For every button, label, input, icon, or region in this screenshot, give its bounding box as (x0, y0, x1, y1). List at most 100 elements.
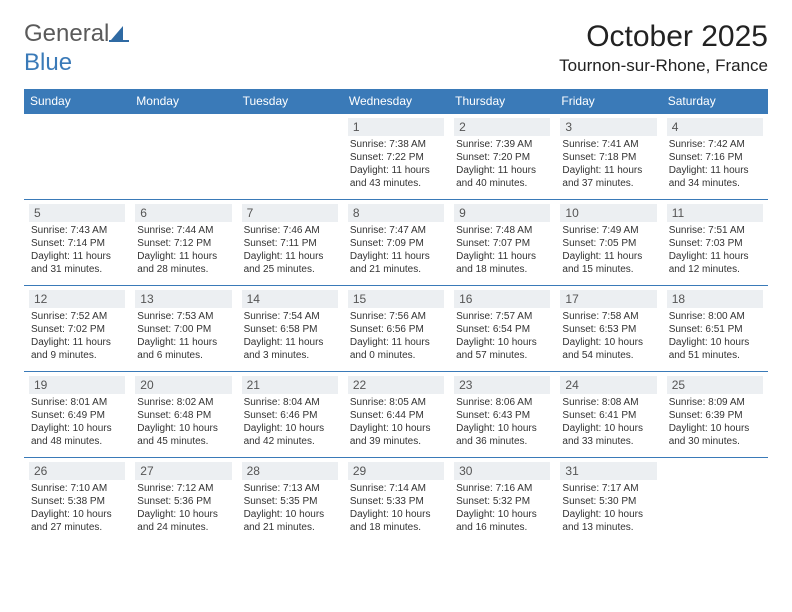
weekday-header: Thursday (449, 89, 555, 114)
day-info: Sunrise: 8:08 AMSunset: 6:41 PMDaylight:… (560, 396, 656, 448)
weekday-header: Tuesday (237, 89, 343, 114)
month-title: October 2025 (559, 20, 768, 54)
day-info: Sunrise: 7:38 AMSunset: 7:22 PMDaylight:… (348, 138, 444, 190)
calendar-row: 1Sunrise: 7:38 AMSunset: 7:22 PMDaylight… (24, 113, 768, 199)
sunrise-text: Sunrise: 7:42 AM (669, 138, 761, 151)
sunset-text: Sunset: 5:32 PM (456, 495, 548, 508)
daylight-text: Daylight: 10 hours and 45 minutes. (137, 422, 229, 448)
calendar-cell: 13Sunrise: 7:53 AMSunset: 7:00 PMDayligh… (130, 285, 236, 371)
day-info: Sunrise: 7:49 AMSunset: 7:05 PMDaylight:… (560, 224, 656, 276)
sunrise-text: Sunrise: 8:00 AM (669, 310, 761, 323)
sunrise-text: Sunrise: 7:52 AM (31, 310, 123, 323)
calendar-cell (130, 113, 236, 199)
calendar-cell: 6Sunrise: 7:44 AMSunset: 7:12 PMDaylight… (130, 199, 236, 285)
sunset-text: Sunset: 7:16 PM (669, 151, 761, 164)
calendar-row: 19Sunrise: 8:01 AMSunset: 6:49 PMDayligh… (24, 371, 768, 457)
sunset-text: Sunset: 6:44 PM (350, 409, 442, 422)
daylight-text: Daylight: 11 hours and 40 minutes. (456, 164, 548, 190)
day-number: 31 (560, 462, 656, 480)
sunrise-text: Sunrise: 7:47 AM (350, 224, 442, 237)
sunset-text: Sunset: 7:14 PM (31, 237, 123, 250)
logo: GeneralBlue (24, 20, 129, 77)
daylight-text: Daylight: 10 hours and 39 minutes. (350, 422, 442, 448)
daylight-text: Daylight: 10 hours and 18 minutes. (350, 508, 442, 534)
day-info: Sunrise: 7:39 AMSunset: 7:20 PMDaylight:… (454, 138, 550, 190)
calendar-row: 12Sunrise: 7:52 AMSunset: 7:02 PMDayligh… (24, 285, 768, 371)
day-number: 1 (348, 118, 444, 136)
calendar-cell: 23Sunrise: 8:06 AMSunset: 6:43 PMDayligh… (449, 371, 555, 457)
daylight-text: Daylight: 11 hours and 37 minutes. (562, 164, 654, 190)
day-number: 11 (667, 204, 763, 222)
day-number: 9 (454, 204, 550, 222)
sunset-text: Sunset: 6:49 PM (31, 409, 123, 422)
sunset-text: Sunset: 7:03 PM (669, 237, 761, 250)
sunset-text: Sunset: 6:56 PM (350, 323, 442, 336)
daylight-text: Daylight: 10 hours and 30 minutes. (669, 422, 761, 448)
daylight-text: Daylight: 11 hours and 9 minutes. (31, 336, 123, 362)
sunrise-text: Sunrise: 7:44 AM (137, 224, 229, 237)
calendar-cell (237, 113, 343, 199)
calendar-cell: 31Sunrise: 7:17 AMSunset: 5:30 PMDayligh… (555, 457, 661, 543)
daylight-text: Daylight: 10 hours and 51 minutes. (669, 336, 761, 362)
sunset-text: Sunset: 5:38 PM (31, 495, 123, 508)
day-info: Sunrise: 7:16 AMSunset: 5:32 PMDaylight:… (454, 482, 550, 534)
day-info: Sunrise: 7:13 AMSunset: 5:35 PMDaylight:… (242, 482, 338, 534)
calendar-cell (662, 457, 768, 543)
calendar-cell: 16 Sunrise: 7:57 AMSunset: 6:54 PMDayligh… (449, 285, 555, 371)
day-number: 13 (135, 290, 231, 308)
sunrise-text: Sunrise: 7:13 AM (244, 482, 336, 495)
calendar-cell: 28 Sunrise: 7:13 AMSunset: 5:35 PMDayligh… (237, 457, 343, 543)
sunset-text: Sunset: 5:36 PM (137, 495, 229, 508)
sunrise-text: Sunrise: 7:17 AM (562, 482, 654, 495)
daylight-text: Daylight: 10 hours and 36 minutes. (456, 422, 548, 448)
calendar-cell: 15Sunrise: 7:56 AMSunset: 6:56 PMDayligh… (343, 285, 449, 371)
sunset-text: Sunset: 7:05 PM (562, 237, 654, 250)
day-info: Sunrise: 7:43 AMSunset: 7:14 PMDaylight:… (29, 224, 125, 276)
day-info: Sunrise: 7:48 AMSunset: 7:07 PMDaylight:… (454, 224, 550, 276)
day-number: 28 (242, 462, 338, 480)
sunrise-text: Sunrise: 7:38 AM (350, 138, 442, 151)
logo-word1: General (24, 20, 109, 47)
sunset-text: Sunset: 6:43 PM (456, 409, 548, 422)
page-header: GeneralBlue October 2025 Tournon-sur-Rho… (24, 20, 768, 77)
sunrise-text: Sunrise: 7:12 AM (137, 482, 229, 495)
sunset-text: Sunset: 7:22 PM (350, 151, 442, 164)
day-info: Sunrise: 8:05 AMSunset: 6:44 PMDaylight:… (348, 396, 444, 448)
sunrise-text: Sunrise: 7:41 AM (562, 138, 654, 151)
day-info: Sunrise: 7:57 AMSunset: 6:54 PMDaylight:… (454, 310, 550, 362)
sunset-text: Sunset: 7:07 PM (456, 237, 548, 250)
sunrise-text: Sunrise: 7:14 AM (350, 482, 442, 495)
day-number: 17 (560, 290, 656, 308)
calendar-cell: 5Sunrise: 7:43 AMSunset: 7:14 PMDaylight… (24, 199, 130, 285)
daylight-text: Daylight: 11 hours and 34 minutes. (669, 164, 761, 190)
sunset-text: Sunset: 7:12 PM (137, 237, 229, 250)
sunset-text: Sunset: 7:18 PM (562, 151, 654, 164)
sunset-text: Sunset: 5:30 PM (562, 495, 654, 508)
sunrise-text: Sunrise: 8:06 AM (456, 396, 548, 409)
weekday-header: Friday (555, 89, 661, 114)
daylight-text: Daylight: 10 hours and 42 minutes. (244, 422, 336, 448)
calendar-cell: 2Sunrise: 7:39 AMSunset: 7:20 PMDaylight… (449, 113, 555, 199)
sunset-text: Sunset: 7:11 PM (244, 237, 336, 250)
day-info: Sunrise: 7:46 AMSunset: 7:11 PMDaylight:… (242, 224, 338, 276)
day-number: 15 (348, 290, 444, 308)
day-info: Sunrise: 8:04 AMSunset: 6:46 PMDaylight:… (242, 396, 338, 448)
calendar-page: GeneralBlue October 2025 Tournon-sur-Rho… (0, 0, 792, 563)
calendar-row: 26Sunrise: 7:10 AMSunset: 5:38 PMDayligh… (24, 457, 768, 543)
sunset-text: Sunset: 6:46 PM (244, 409, 336, 422)
sunset-text: Sunset: 7:09 PM (350, 237, 442, 250)
daylight-text: Daylight: 10 hours and 57 minutes. (456, 336, 548, 362)
daylight-text: Daylight: 10 hours and 24 minutes. (137, 508, 229, 534)
sunrise-text: Sunrise: 7:48 AM (456, 224, 548, 237)
sunrise-text: Sunrise: 7:53 AM (137, 310, 229, 323)
day-number: 14 (242, 290, 338, 308)
weekday-header: Wednesday (343, 89, 449, 114)
calendar-cell: 18Sunrise: 8:00 AMSunset: 6:51 PMDayligh… (662, 285, 768, 371)
day-number: 27 (135, 462, 231, 480)
daylight-text: Daylight: 11 hours and 43 minutes. (350, 164, 442, 190)
sunrise-text: Sunrise: 8:02 AM (137, 396, 229, 409)
day-number: 16 (454, 290, 550, 308)
sunrise-text: Sunrise: 7:39 AM (456, 138, 548, 151)
calendar-cell: 1 Sunrise: 7:38 AMSunset: 7:22 PMDaylight… (343, 113, 449, 199)
daylight-text: Daylight: 11 hours and 31 minutes. (31, 250, 123, 276)
